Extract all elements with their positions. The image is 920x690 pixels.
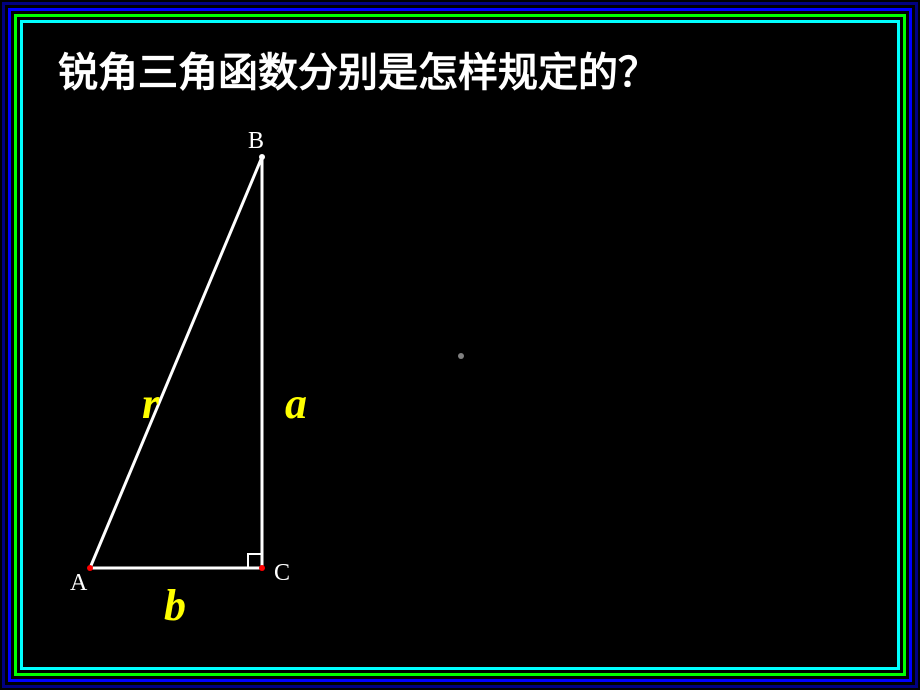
side-label-r: r (142, 378, 159, 429)
triangle-shape (87, 154, 265, 571)
vertex-dot-c (259, 565, 265, 571)
vertex-label-a: A (70, 570, 87, 597)
vertex-label-b: B (248, 128, 264, 155)
triangle-diagram (0, 0, 920, 690)
triangle-polygon (90, 157, 262, 568)
vertex-dot-a (87, 565, 93, 571)
side-label-a: a (285, 378, 307, 429)
vertex-label-c: C (274, 560, 290, 587)
slide: 锐角三角函数分别是怎样规定的？ A B C r a b (0, 0, 920, 690)
side-label-b: b (164, 580, 186, 631)
